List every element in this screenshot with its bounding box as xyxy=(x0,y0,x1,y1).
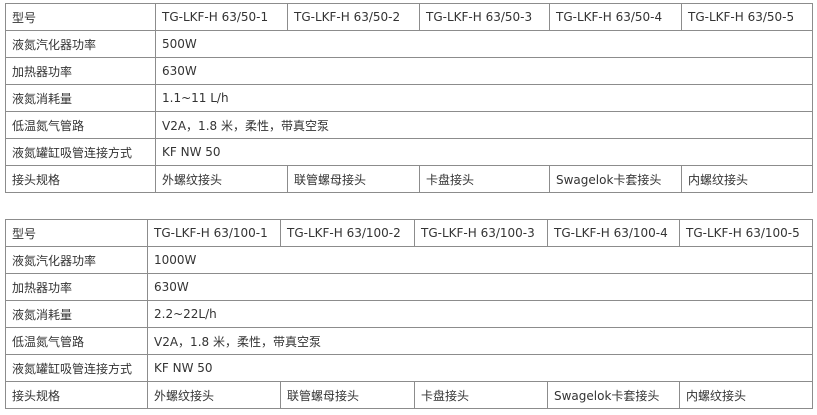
table-cell: TG-LKF-H 63/50-1 xyxy=(155,3,288,31)
table-row: 低温氮气管路 V2A，1.8 米，柔性，带真空泵 xyxy=(5,111,813,139)
table-cell: 低温氮气管路 xyxy=(5,111,156,139)
table-cell: 630W xyxy=(155,57,813,85)
table-cell: 1.1~11 L/h xyxy=(155,84,813,112)
table-cell: TG-LKF-H 63/100-3 xyxy=(414,219,548,247)
table-cell: 液氮罐缸吸管连接方式 xyxy=(5,354,148,382)
table-cell: 联管螺母接头 xyxy=(280,381,415,409)
table-cell: KF NW 50 xyxy=(155,138,813,166)
table-cell: KF NW 50 xyxy=(147,354,813,382)
table-cell: 型号 xyxy=(5,219,148,247)
table-row: 接头规格 外螺纹接头 联管螺母接头 卡盘接头 Swagelok卡套接头 内螺纹接头 xyxy=(5,165,813,193)
table-row: 加热器功率 630W xyxy=(5,57,813,85)
table-cell: 500W xyxy=(155,30,813,58)
table-row: 液氮罐缸吸管连接方式 KF NW 50 xyxy=(5,138,813,166)
table-cell: TG-LKF-H 63/100-4 xyxy=(547,219,680,247)
table-cell: V2A，1.8 米，柔性，带真空泵 xyxy=(147,327,813,355)
table-cell: 液氮汽化器功率 xyxy=(5,30,156,58)
table-cell: 卡盘接头 xyxy=(419,165,550,193)
table-cell: TG-LKF-H 63/100-1 xyxy=(147,219,281,247)
table-cell: 内螺纹接头 xyxy=(681,165,813,193)
table-cell: V2A，1.8 米，柔性，带真空泵 xyxy=(155,111,813,139)
table-row: 液氮消耗量 2.2~22L/h xyxy=(5,300,813,328)
table-cell: 卡盘接头 xyxy=(414,381,548,409)
table-cell: TG-LKF-H 63/50-3 xyxy=(419,3,550,31)
table-row: 液氮汽化器功率 500W xyxy=(5,30,813,58)
table-cell: TG-LKF-H 63/50-2 xyxy=(287,3,420,31)
table-cell: Swagelok卡套接头 xyxy=(547,381,680,409)
table-cell: 液氮汽化器功率 xyxy=(5,246,148,274)
table-cell: TG-LKF-H 63/50-4 xyxy=(549,3,682,31)
table-cell: 液氮罐缸吸管连接方式 xyxy=(5,138,156,166)
table-cell: 外螺纹接头 xyxy=(147,381,281,409)
table-cell: TG-LKF-H 63/100-2 xyxy=(280,219,415,247)
table-row: 型号 TG-LKF-H 63/50-1 TG-LKF-H 63/50-2 TG-LKF… xyxy=(5,3,813,31)
table-cell: 加热器功率 xyxy=(5,273,148,301)
table-cell: 接头规格 xyxy=(5,165,156,193)
table-cell: 内螺纹接头 xyxy=(679,381,813,409)
table-cell: 1000W xyxy=(147,246,813,274)
table-cell: 液氮消耗量 xyxy=(5,300,148,328)
table-row: 液氮汽化器功率 1000W xyxy=(5,246,813,274)
table-row: 液氮罐缸吸管连接方式 KF NW 50 xyxy=(5,354,813,382)
table-row: 低温氮气管路 V2A，1.8 米，柔性，带真空泵 xyxy=(5,327,813,355)
table-row: 接头规格 外螺纹接头 联管螺母接头 卡盘接头 Swagelok卡套接头 内螺纹接头 xyxy=(5,381,813,409)
table-cell: 联管螺母接头 xyxy=(287,165,420,193)
table-cell: TG-LKF-H 63/100-5 xyxy=(679,219,813,247)
table-cell: 加热器功率 xyxy=(5,57,156,85)
table-cell: Swagelok卡套接头 xyxy=(549,165,682,193)
table-cell: 外螺纹接头 xyxy=(155,165,288,193)
table-row: 型号 TG-LKF-H 63/100-1 TG-LKF-H 63/100-2 TG-L… xyxy=(5,219,813,247)
spec-table: 型号 TG-LKF-H 63/100-1 TG-LKF-H 63/100-2 TG-L… xyxy=(5,219,813,409)
table-cell: TG-LKF-H 63/50-5 xyxy=(681,3,813,31)
table-row: 液氮消耗量 1.1~11 L/h xyxy=(5,84,813,112)
table-row: 加热器功率 630W xyxy=(5,273,813,301)
table-cell: 低温氮气管路 xyxy=(5,327,148,355)
table-cell: 接头规格 xyxy=(5,381,148,409)
spec-table: 型号 TG-LKF-H 63/50-1 TG-LKF-H 63/50-2 TG-LKF… xyxy=(5,3,813,193)
table-cell: 630W xyxy=(147,273,813,301)
table-cell: 型号 xyxy=(5,3,156,31)
table-cell: 液氮消耗量 xyxy=(5,84,156,112)
table-cell: 2.2~22L/h xyxy=(147,300,813,328)
